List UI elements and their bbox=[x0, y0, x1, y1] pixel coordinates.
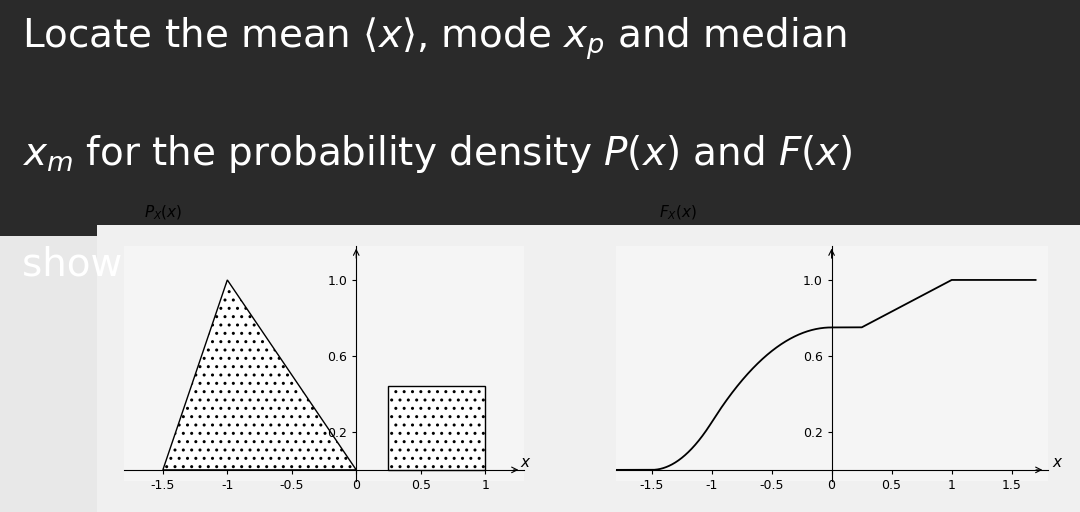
FancyBboxPatch shape bbox=[97, 225, 1080, 512]
Polygon shape bbox=[163, 280, 356, 470]
Text: shown below: shown below bbox=[22, 246, 273, 284]
Text: $x_m$ for the probability density $P(x)$ and $F(x)$: $x_m$ for the probability density $P(x)$… bbox=[22, 133, 852, 175]
FancyBboxPatch shape bbox=[0, 0, 1080, 236]
Text: Locate the mean $\langle x \rangle$, mode $x_p$ and median: Locate the mean $\langle x \rangle$, mod… bbox=[22, 15, 847, 62]
Text: $x$: $x$ bbox=[1052, 455, 1064, 470]
Text: $P_X(x)$: $P_X(x)$ bbox=[145, 204, 183, 222]
Bar bbox=[389, 387, 485, 470]
Text: $x$: $x$ bbox=[519, 455, 531, 470]
Text: $F_X(x)$: $F_X(x)$ bbox=[659, 204, 697, 222]
